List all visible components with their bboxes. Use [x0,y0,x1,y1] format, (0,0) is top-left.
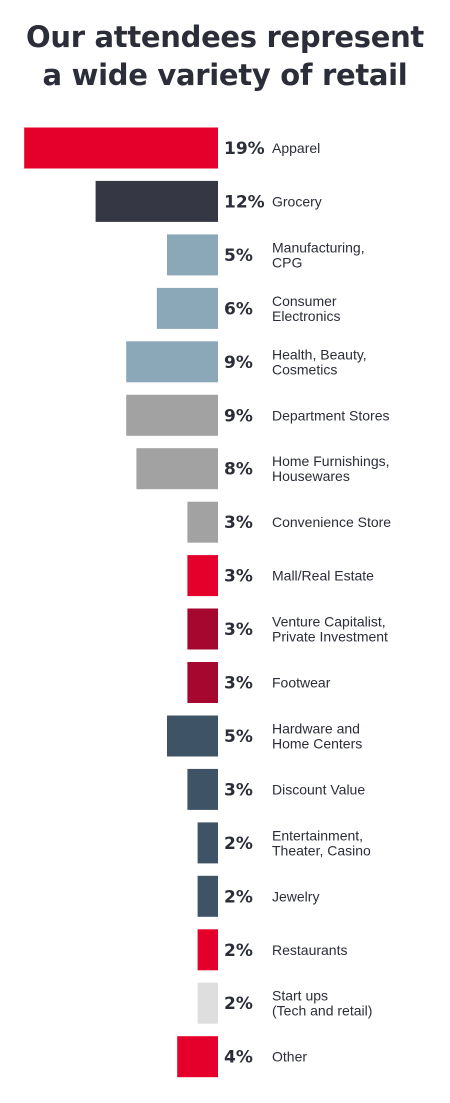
bar-category-label-6-line-0: Home Furnishings, [272,453,390,469]
bar-category-label-2: Manufacturing, CPG [272,239,365,270]
bar-category-label-14: Jewelry [272,888,319,904]
bar-category-label-10-line-0: Footwear [272,675,331,691]
bar-8 [187,555,218,597]
bar-category-label-11: Hardware and Home Centers [272,721,362,752]
bar-category-label-5: Department Stores [272,407,390,423]
bar-value-label-11: 5% [224,727,253,747]
bar-category-label-17: Other [272,1049,307,1065]
bar-category-label-7-line-0: Convenience Store [272,514,391,530]
bar-category-label-8: Mall/Real Estate [272,568,374,584]
bar-4 [126,341,218,383]
bar-category-label-0: Apparel [272,140,320,156]
bar-category-label-4: Health, Beauty, Cosmetics [272,346,367,377]
bar-category-label-5-line-0: Department Stores [272,407,390,423]
bar-category-label-17-line-0: Other [272,1049,307,1065]
bar-category-label-6-line-1: Housewares [272,468,350,484]
bar-value-label-7: 3% [224,513,253,533]
bar-value-label-5: 9% [224,406,253,426]
bar-category-label-16-line-1: (Tech and retail) [272,1003,372,1019]
bar-category-label-4-line-0: Health, Beauty, [272,346,367,362]
bar-category-label-10: Footwear [272,675,331,691]
bar-category-label-3-line-0: Consumer [272,293,337,309]
bar-category-label-8-line-0: Mall/Real Estate [272,568,374,584]
bar-category-label-15: Restaurants [272,942,347,958]
bar-value-label-16: 2% [224,994,253,1014]
chart-title: Our attendees represent a wide variety o… [0,18,450,94]
bar-14 [197,875,218,917]
bar-category-label-12-line-0: Discount Value [272,781,365,797]
bar-category-label-9-line-1: Private Investment [272,629,388,645]
bar-value-label-2: 5% [224,246,253,266]
bar-value-label-4: 9% [224,353,253,373]
bar-value-label-0: 19% [224,139,265,159]
bar-value-label-9: 3% [224,620,253,640]
bar-category-label-13-line-0: Entertainment, [272,827,363,843]
bar-value-label-15: 2% [224,941,253,961]
bar-category-label-1-line-0: Grocery [272,193,322,209]
bar-category-label-2-line-0: Manufacturing, [272,239,365,255]
bar-value-label-1: 12% [224,192,265,212]
bar-category-label-3: Consumer Electronics [272,293,340,324]
bar-15 [197,929,218,971]
bar-3 [156,287,218,329]
bar-category-label-6: Home Furnishings, Housewares [272,453,390,484]
bar-category-label-15-line-0: Restaurants [272,942,347,958]
bar-13 [197,822,218,864]
bar-category-label-7: Convenience Store [272,514,391,530]
bar-category-label-16-line-0: Start ups [272,988,328,1004]
chart-title-line-1: Our attendees represent [26,20,424,54]
bar-value-label-14: 2% [224,887,253,907]
bar-category-label-16: Start ups (Tech and retail) [272,988,372,1019]
bar-category-label-0-line-0: Apparel [272,140,320,156]
bar-value-label-10: 3% [224,674,253,694]
bar-7 [187,501,218,543]
bar-category-label-14-line-0: Jewelry [272,888,319,904]
bar-category-label-3-line-1: Electronics [272,308,340,324]
bar-value-label-8: 3% [224,567,253,587]
bar-5 [126,394,218,436]
bar-category-label-11-line-0: Hardware and [272,721,360,737]
bar-0 [24,127,219,169]
bar-16 [197,982,218,1024]
bar-value-label-17: 4% [224,1048,253,1068]
bar-category-label-2-line-1: CPG [272,254,302,270]
bar-6 [136,448,218,490]
bar-11 [167,715,218,757]
bar-category-label-13: Entertainment, Theater, Casino [272,827,371,858]
bar-category-label-4-line-1: Cosmetics [272,361,337,377]
bar-category-label-1: Grocery [272,193,322,209]
bar-category-label-12: Discount Value [272,781,365,797]
bar-category-label-9-line-0: Venture Capitalist, [272,614,386,630]
bar-category-label-9: Venture Capitalist, Private Investment [272,614,388,645]
bar-2 [167,234,218,276]
bar-value-label-3: 6% [224,299,253,319]
bar-17 [177,1036,218,1078]
bar-10 [187,662,218,703]
bar-value-label-13: 2% [224,834,253,854]
bar-12 [187,768,218,810]
bar-9 [187,608,218,650]
bar-value-label-6: 8% [224,460,253,480]
bar-1 [95,180,218,222]
bar-category-label-11-line-1: Home Centers [272,736,362,752]
bar-category-label-13-line-1: Theater, Casino [272,842,371,858]
bar-value-label-12: 3% [224,780,253,800]
chart-title-line-2: a wide variety of retail [42,58,408,92]
